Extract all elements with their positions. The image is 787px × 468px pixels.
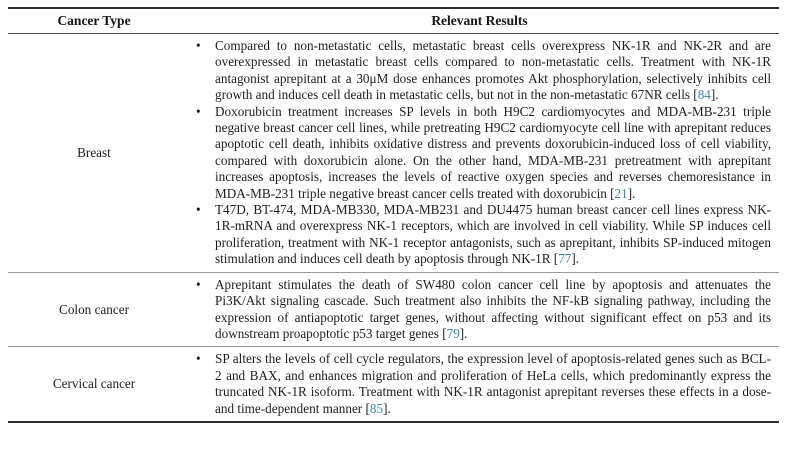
table-body: Breast • Compared to non-metastatic cell…: [8, 34, 779, 422]
bullet-icon: •: [196, 202, 201, 218]
result-bullet: • T47D, BT-474, MDA-MB330, MDA-MB231 and…: [195, 202, 771, 268]
cancer-type-cell: Colon cancer: [59, 301, 129, 317]
results-bullet-list: • SP alters the levels of cell cycle reg…: [195, 351, 771, 417]
results-cell: • SP alters the levels of cell cycle reg…: [180, 347, 779, 422]
results-cell: • Aprepitant stimulates the death of SW4…: [180, 272, 779, 347]
result-bullet: • Compared to non-metastatic cells, meta…: [195, 38, 771, 104]
result-bullet: • Aprepitant stimulates the death of SW4…: [195, 277, 771, 343]
result-bullet: • Doxorubicin treatment increases SP lev…: [195, 104, 771, 202]
result-text: Compared to non-metastatic cells, metast…: [215, 38, 771, 103]
results-cell: • Compared to non-metastatic cells, meta…: [180, 34, 779, 273]
table-row: Breast • Compared to non-metastatic cell…: [8, 34, 779, 273]
result-text: SP alters the levels of cell cycle regul…: [215, 351, 771, 416]
citation-link[interactable]: 21: [614, 185, 628, 201]
result-text: T47D, BT-474, MDA-MB330, MDA-MB231 and D…: [215, 202, 771, 267]
col-header-relevant-results: Relevant Results: [180, 8, 779, 34]
table-row: Cervical cancer • SP alters the levels o…: [8, 347, 779, 422]
results-bullet-list: • Aprepitant stimulates the death of SW4…: [195, 277, 771, 343]
col-header-cancer-type: Cancer Type: [8, 8, 180, 34]
bullet-icon: •: [196, 351, 201, 367]
result-text: Aprepitant stimulates the death of SW480…: [215, 276, 771, 341]
results-bullet-list: • Compared to non-metastatic cells, meta…: [195, 38, 771, 268]
citation-link[interactable]: 85: [369, 400, 384, 416]
cancer-results-table: Cancer Type Relevant Results Breast • Co…: [8, 7, 779, 423]
result-bullet: • SP alters the levels of cell cycle reg…: [195, 351, 771, 417]
cancer-type-cell: Cervical cancer: [52, 376, 136, 392]
bullet-icon: •: [196, 38, 201, 53]
bullet-icon: •: [196, 103, 201, 119]
table-row: Colon cancer • Aprepitant stimulates the…: [8, 272, 779, 347]
cancer-type-cell: Breast: [77, 144, 111, 160]
citation-link[interactable]: 77: [558, 251, 572, 267]
table-header: Cancer Type Relevant Results: [8, 8, 779, 34]
citation-link[interactable]: 84: [697, 87, 711, 103]
result-text: Doxorubicin treatment increases SP level…: [215, 103, 771, 201]
citation-link[interactable]: 79: [446, 325, 460, 341]
bullet-icon: •: [196, 276, 201, 292]
